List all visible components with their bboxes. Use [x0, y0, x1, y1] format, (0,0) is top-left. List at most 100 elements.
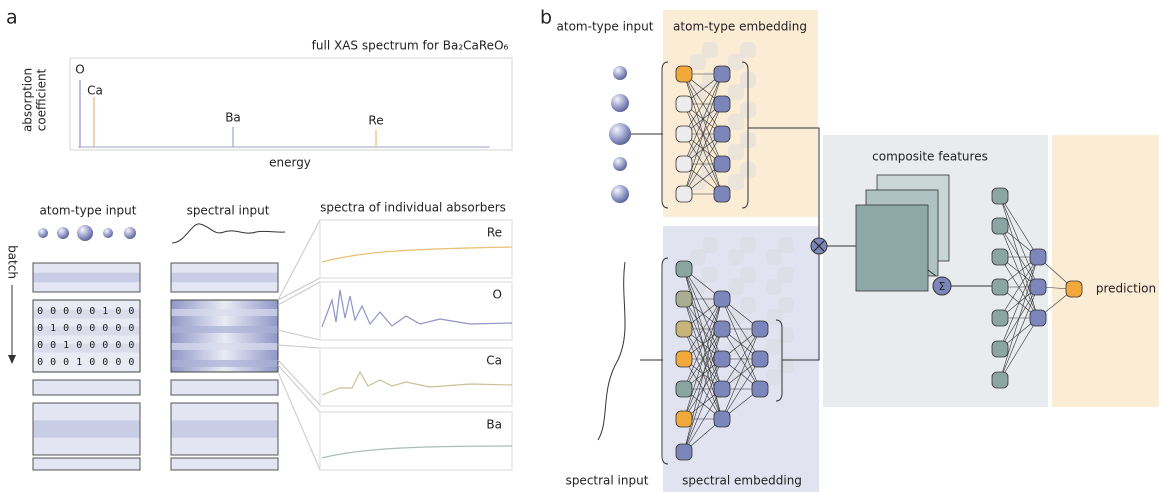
- absorber-spectrum: [322, 247, 512, 262]
- node: [676, 444, 692, 460]
- x-label: energy: [269, 156, 311, 170]
- one-hot-row: 0 0 0 1 0 0 0 0: [37, 357, 135, 368]
- section-title: spectral embedding: [682, 474, 802, 488]
- column-title: spectral input: [187, 204, 270, 218]
- node: [992, 310, 1008, 326]
- node: [1030, 249, 1046, 265]
- fan-line: [278, 372, 320, 470]
- node: [676, 351, 692, 367]
- atom-sphere: [103, 228, 113, 238]
- node: [1066, 281, 1082, 297]
- input-title: spectral input: [566, 474, 649, 488]
- y-label: coefficient: [35, 68, 49, 131]
- absorber-spectrum: [322, 372, 512, 395]
- batch-stripe: [34, 420, 140, 437]
- spectral-band: [172, 343, 278, 350]
- node: [676, 411, 692, 427]
- peak-label: Ca: [87, 84, 103, 98]
- figure: a full XAS spectrum for Ba₂CaReO₆ absorp…: [0, 0, 1159, 492]
- section-title: atom-type embedding: [673, 20, 807, 34]
- atom-sphere: [124, 227, 136, 239]
- atom-sphere: [611, 185, 629, 203]
- node: [676, 291, 692, 307]
- fan-line: [278, 282, 320, 305]
- spectral-curve: [172, 224, 285, 243]
- node: [676, 96, 692, 112]
- absorber-label: Re: [487, 226, 502, 240]
- panel-label: b: [540, 7, 552, 29]
- batch-stripe: [172, 420, 278, 437]
- absorber-spectrum: [322, 446, 512, 458]
- atom-sphere: [613, 66, 627, 80]
- batch-row: [33, 380, 140, 395]
- absorber-label: Ca: [486, 354, 502, 368]
- y-label: absorption: [21, 68, 35, 132]
- atom-sphere: [57, 227, 69, 239]
- node: [992, 249, 1008, 265]
- section-title: composite features: [872, 150, 988, 164]
- spectral-band: [172, 360, 278, 367]
- absorber-label: O: [493, 288, 502, 302]
- node: [752, 381, 768, 397]
- atom-sphere: [609, 123, 631, 145]
- node: [752, 351, 768, 367]
- ghost-node: [740, 297, 756, 313]
- node: [676, 156, 692, 172]
- column-title: spectra of individual absorbers: [320, 201, 506, 215]
- feature-map: [856, 205, 928, 291]
- absorber-frame: [320, 282, 512, 340]
- node: [992, 279, 1008, 295]
- batch-label: batch: [6, 245, 20, 279]
- one-hot-row: 0 0 1 0 0 0 0 0: [37, 340, 135, 351]
- ghost-node: [778, 327, 794, 343]
- node: [676, 261, 692, 277]
- section-title: prediction: [1096, 282, 1156, 296]
- node: [1030, 279, 1046, 295]
- node: [676, 186, 692, 202]
- node: [676, 126, 692, 142]
- fan-line: [278, 345, 320, 348]
- ghost-node: [702, 42, 718, 58]
- sum-symbol: Σ: [939, 280, 946, 293]
- batch-row: [171, 380, 278, 395]
- input-title: atom-type input: [557, 20, 654, 34]
- absorber-frame: [320, 220, 512, 278]
- node: [676, 321, 692, 337]
- node: [992, 188, 1008, 204]
- ghost-node: [740, 267, 756, 283]
- node: [992, 218, 1008, 234]
- batch-stripe: [172, 273, 278, 283]
- peak-label: O: [75, 63, 84, 77]
- absorber-frame: [320, 412, 512, 470]
- atom-sphere: [77, 225, 93, 241]
- node: [714, 321, 730, 337]
- node: [714, 96, 730, 112]
- ghost-node: [778, 357, 794, 373]
- node: [676, 381, 692, 397]
- node: [1030, 310, 1046, 326]
- spectrum-frame: [70, 58, 512, 150]
- node: [714, 351, 730, 367]
- one-hot-row: 0 1 0 0 0 0 0 0: [37, 323, 135, 334]
- node: [714, 186, 730, 202]
- peak-label: Ba: [225, 111, 241, 125]
- absorber-spectrum: [322, 290, 512, 327]
- spectrum-title: full XAS spectrum for Ba₂CaReO₆: [312, 39, 509, 53]
- node: [714, 156, 730, 172]
- ghost-node: [778, 237, 794, 253]
- node: [992, 372, 1008, 388]
- absorber-label: Ba: [486, 418, 502, 432]
- node: [992, 341, 1008, 357]
- prediction-bg: [1052, 135, 1159, 407]
- spectral-band: [172, 309, 278, 316]
- ghost-node: [740, 237, 756, 253]
- batch-row: [33, 458, 140, 470]
- spectral-input-curve: [598, 262, 625, 440]
- node: [714, 66, 730, 82]
- atom-sphere: [613, 157, 627, 171]
- peak-label: Re: [368, 114, 383, 128]
- node: [714, 126, 730, 142]
- panel-label: a: [6, 7, 18, 29]
- node: [714, 291, 730, 307]
- spectral-band: [172, 326, 278, 333]
